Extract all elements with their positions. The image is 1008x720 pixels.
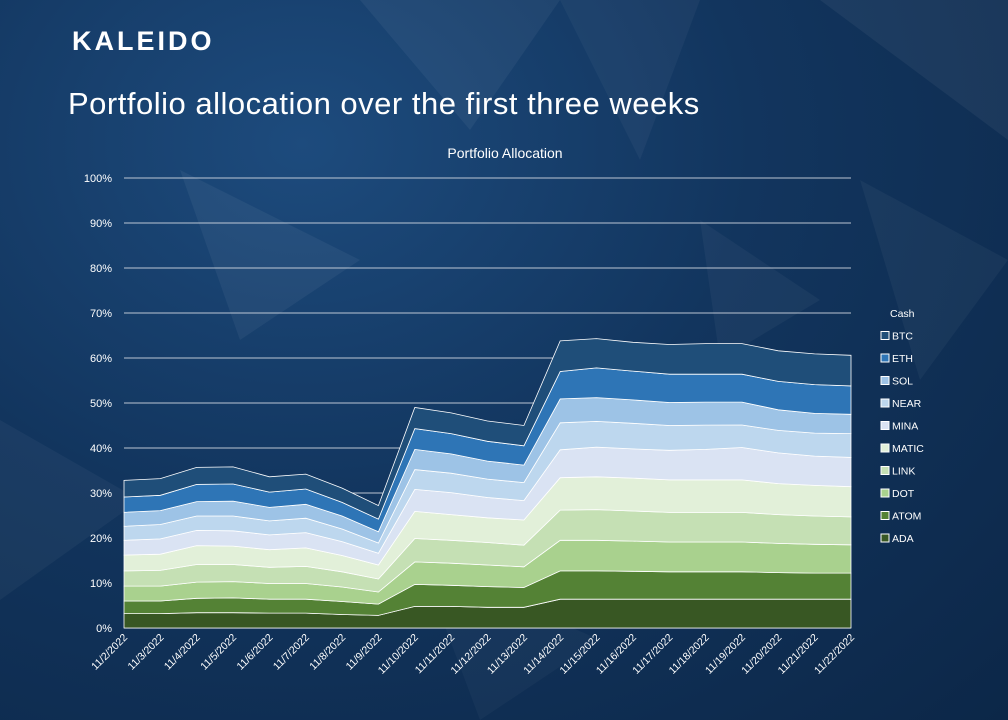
legend-swatch-mina bbox=[880, 421, 890, 430]
y-tick-label: 60% bbox=[90, 353, 112, 365]
area-btc bbox=[123, 338, 852, 520]
chart-title: Portfolio Allocation bbox=[447, 145, 562, 161]
x-tick-label: 11/2/2022 bbox=[89, 632, 130, 673]
legend-label-mina: MINA bbox=[892, 421, 918, 433]
x-tick-label: 11/3/2022 bbox=[126, 632, 167, 673]
legend-swatch-atom bbox=[880, 511, 890, 520]
stacked-areas bbox=[123, 338, 852, 629]
y-tick-label: 90% bbox=[90, 218, 112, 230]
y-tick-label: 40% bbox=[90, 443, 112, 455]
y-tick-label: 20% bbox=[90, 533, 112, 545]
x-tick-label: 11/7/2022 bbox=[271, 632, 312, 673]
legend-swatch-dot bbox=[880, 488, 890, 498]
legend-label-near: NEAR bbox=[892, 398, 922, 410]
legend-swatch-eth bbox=[880, 353, 890, 363]
x-tick-label: 11/5/2022 bbox=[198, 632, 239, 673]
y-tick-label: 10% bbox=[90, 578, 112, 590]
legend-swatch-btc bbox=[880, 331, 890, 340]
chart-legend: Cash BTC ETH SOL NEAR MINA MATIC LINK DOT ATOM ADA bbox=[880, 308, 924, 545]
legend-label-link: LINK bbox=[892, 466, 915, 478]
legend-swatch-near bbox=[880, 398, 890, 408]
x-tick-label: 11/8/2022 bbox=[307, 632, 348, 673]
slide-title: Portfolio allocation over the first thre… bbox=[68, 86, 700, 121]
y-tick-label: 30% bbox=[90, 488, 112, 500]
legend-label-ada: ADA bbox=[892, 533, 914, 545]
y-tick-label: 0% bbox=[96, 623, 112, 635]
legend-label-dot: DOT bbox=[892, 488, 915, 500]
kaleido-logo: KALEIDO bbox=[72, 26, 215, 56]
legend-label-eth: ETH bbox=[892, 353, 913, 365]
legend-swatch-ada bbox=[880, 533, 890, 543]
legend-swatch-link bbox=[880, 466, 890, 475]
legend-swatch-matic bbox=[880, 443, 890, 453]
legend-label-cash: Cash bbox=[890, 308, 915, 320]
legend-label-atom: ATOM bbox=[892, 511, 921, 523]
legend-label-btc: BTC bbox=[892, 331, 913, 343]
y-tick-label: 80% bbox=[90, 263, 112, 275]
legend-label-matic: MATIC bbox=[892, 443, 924, 455]
y-tick-label: 100% bbox=[84, 173, 112, 185]
y-tick-label: 50% bbox=[90, 398, 112, 410]
x-axis-ticks: 11/2/202211/3/202211/4/202211/5/202211/6… bbox=[89, 632, 857, 677]
legend-swatch-sol bbox=[880, 376, 890, 385]
x-tick-label: 11/4/2022 bbox=[162, 632, 203, 673]
y-tick-label: 70% bbox=[90, 308, 112, 320]
legend-label-sol: SOL bbox=[892, 376, 913, 388]
x-tick-label: 11/6/2022 bbox=[235, 632, 276, 673]
y-axis-ticks: 0% 10% 20% 30% 40% 50% 60% 70% 80% 90% 100% bbox=[84, 173, 112, 635]
